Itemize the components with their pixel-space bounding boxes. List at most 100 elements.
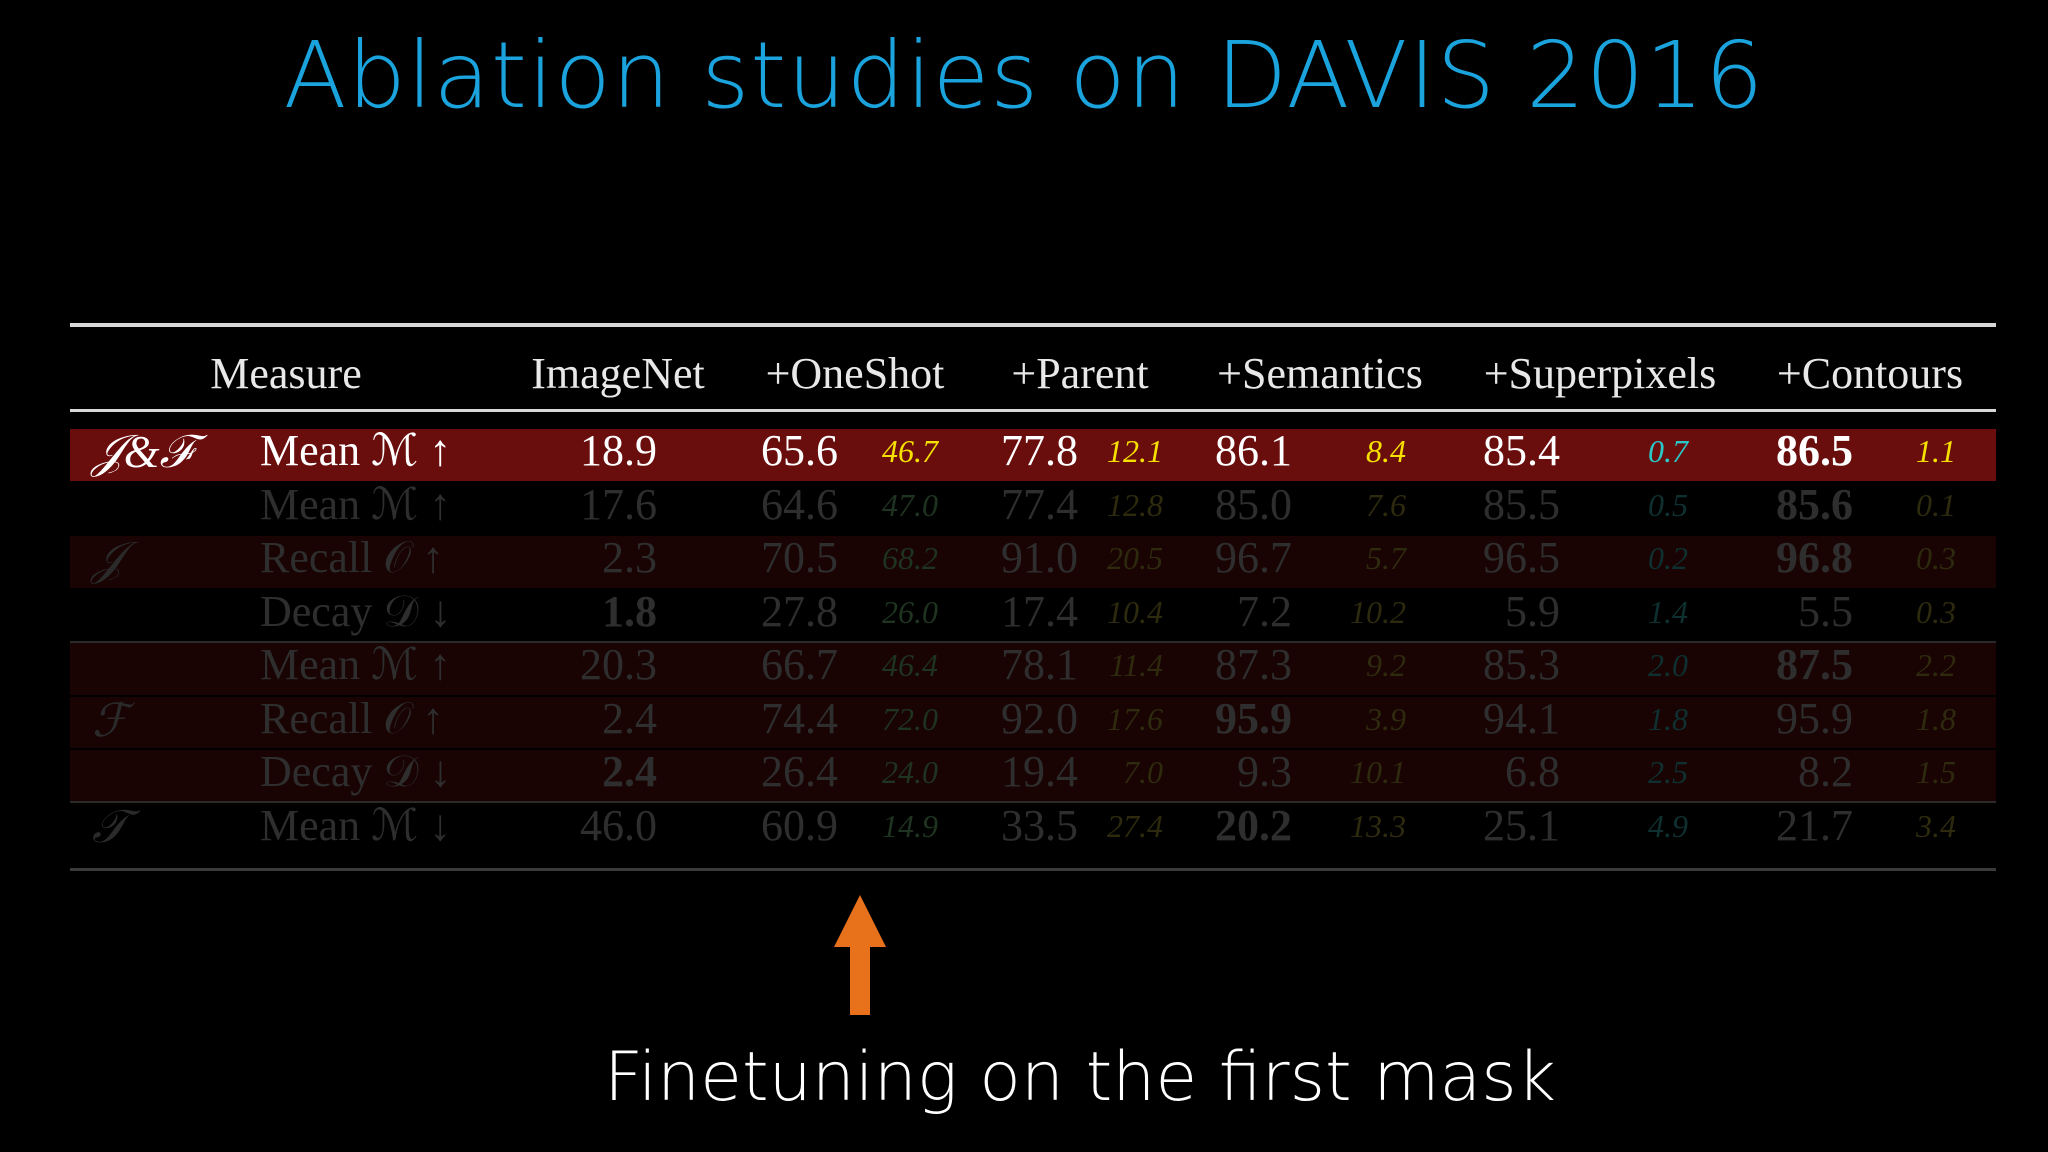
table-cell-delta: 0.3 [1916, 540, 1956, 576]
table-cell-value: 5.5 [1798, 586, 1853, 636]
table-cell-value: 96.7 [1215, 533, 1292, 582]
table-group-rule-2 [70, 801, 1996, 803]
table-cell-value: 5.9 [1505, 586, 1560, 636]
column-header: +Superpixels [1483, 349, 1717, 398]
table-cell-delta: 2.0 [1648, 647, 1688, 683]
row-metric-label: Mean ℳ ↓ [260, 800, 452, 850]
row-group-label: 𝒥 [92, 533, 124, 584]
table-cell-value: 85.6 [1776, 479, 1853, 529]
table-cell-value: 26.4 [761, 747, 838, 796]
table-cell-value: 20.2 [1215, 800, 1292, 850]
table-cell-value: 17.4 [1001, 586, 1078, 636]
table-cell-delta: 1.8 [1648, 700, 1688, 737]
row-metric-label: Mean ℳ ↑ [260, 479, 452, 529]
table-cell-value: 95.9 [1776, 693, 1853, 743]
table-cell-value: 20.3 [580, 640, 657, 689]
table-cell-value: 85.0 [1215, 479, 1292, 529]
table-cell-value: 64.6 [761, 479, 838, 529]
table-cell-value: 96.8 [1776, 533, 1853, 582]
table-cell-delta: 24.0 [882, 754, 938, 790]
column-header: +Contours [1776, 349, 1964, 398]
table-cell-value: 77.4 [1001, 479, 1078, 529]
row-group-label: ℱ [92, 694, 129, 746]
table-cell-value: 6.8 [1505, 747, 1560, 796]
column-header: +Semantics [1217, 349, 1423, 398]
row-metric-label: Recall 𝒪 ↑ [260, 533, 445, 582]
table-cell-value: 85.4 [1483, 426, 1560, 475]
column-header: ImageNet [531, 349, 705, 398]
row-group-label: 𝒯 [92, 800, 128, 852]
table-cell-value: 9.3 [1237, 747, 1292, 796]
table-cell-value: 60.9 [761, 800, 838, 850]
row-band [70, 536, 1996, 588]
row-metric-label: Decay 𝒟 ↓ [260, 747, 452, 796]
table-cell-delta: 8.4 [1366, 433, 1406, 469]
table-cell-delta: 26.0 [882, 593, 938, 630]
table-cell-value: 86.5 [1776, 426, 1853, 475]
table-cell-value: 7.2 [1237, 586, 1292, 636]
table-cell-value: 17.6 [580, 479, 657, 529]
table-cell-value: 87.3 [1215, 640, 1292, 689]
table-cell-value: 70.5 [761, 533, 838, 582]
table-cell-value: 87.5 [1776, 640, 1853, 689]
table-cell-value: 1.8 [602, 586, 657, 636]
table-cell-delta: 7.0 [1123, 754, 1163, 790]
table-header-rule [70, 409, 1996, 412]
table-cell-delta: 46.4 [882, 647, 938, 683]
table-cell-delta: 0.5 [1648, 486, 1688, 523]
table-cell-delta: 46.7 [882, 433, 938, 469]
table-cell-delta: 10.1 [1350, 754, 1406, 790]
table-cell-delta: 10.2 [1350, 593, 1406, 630]
table-cell-delta: 0.2 [1648, 540, 1688, 576]
table-cell-delta: 11.4 [1109, 647, 1163, 683]
table-cell-value: 91.0 [1001, 533, 1078, 582]
table-cell-delta: 4.9 [1648, 807, 1688, 844]
table-cell-delta: 7.6 [1366, 486, 1406, 523]
table-cell-delta: 2.2 [1916, 647, 1956, 683]
table-cell-value: 2.4 [602, 747, 657, 796]
table-cell-delta: 10.4 [1107, 593, 1163, 630]
table-cell-delta: 5.7 [1366, 540, 1406, 576]
row-band [70, 643, 1996, 695]
slide-title: Ablation studies on DAVIS 2016 [283, 22, 1765, 129]
table-cell-delta: 2.5 [1648, 754, 1688, 790]
table-cell-value: 78.1 [1001, 640, 1078, 689]
column-header: +OneShot [765, 349, 945, 398]
table-cell-delta: 27.4 [1107, 807, 1163, 844]
table-cell-value: 8.2 [1798, 747, 1853, 796]
table-cell-value: 27.8 [761, 586, 838, 636]
table-cell-delta: 0.3 [1916, 593, 1956, 630]
row-metric-label: Decay 𝒟 ↓ [260, 586, 452, 636]
table-cell-value: 46.0 [580, 800, 657, 850]
table-cell-delta: 14.9 [882, 807, 938, 844]
table-cell-value: 19.4 [1001, 747, 1078, 796]
row-metric-label: Mean ℳ ↑ [260, 640, 452, 689]
table-cell-value: 65.6 [761, 426, 838, 475]
column-header: +Parent [1011, 349, 1149, 398]
row-band [70, 696, 1996, 748]
table-cell-value: 2.3 [602, 533, 657, 582]
table-cell-delta: 47.0 [882, 486, 938, 523]
table-cell-delta: 1.4 [1648, 593, 1688, 630]
up-arrow-icon [834, 895, 886, 1015]
table-cell-value: 94.1 [1483, 693, 1560, 743]
row-band [70, 750, 1996, 802]
table-cell-delta: 13.3 [1350, 807, 1406, 844]
row-group-label: 𝒥&ℱ [92, 426, 194, 477]
table-cell-delta: 1.5 [1916, 754, 1956, 790]
table-top-rule [70, 323, 1996, 327]
table-cell-value: 2.4 [602, 693, 657, 743]
table-cell-delta: 17.6 [1107, 700, 1163, 737]
slide-caption: Finetuning on the first mask [604, 1038, 1556, 1117]
table-cell-value: 96.5 [1483, 533, 1560, 582]
table-cell-delta: 12.1 [1107, 433, 1163, 469]
table-cell-value: 92.0 [1001, 693, 1078, 743]
table-cell-delta: 72.0 [882, 700, 938, 737]
highlight-row-band [70, 429, 1996, 481]
table-cell-delta: 0.7 [1648, 433, 1688, 469]
table-cell-delta: 1.1 [1916, 433, 1956, 469]
table-cell-delta: 1.8 [1916, 700, 1956, 737]
table-cell-delta: 20.5 [1107, 540, 1163, 576]
table-cell-value: 21.7 [1776, 800, 1853, 850]
table-group-rule-1 [70, 641, 1996, 643]
